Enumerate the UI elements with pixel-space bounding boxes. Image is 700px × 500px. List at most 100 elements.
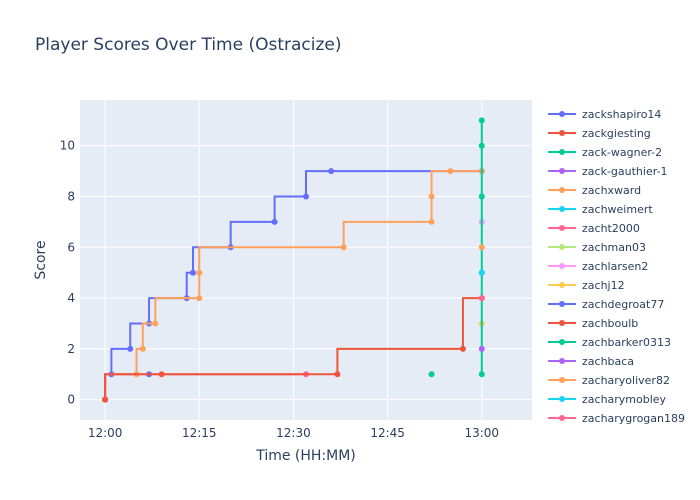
legend-item[interactable]: zackshapiro14 [548, 108, 661, 121]
legend-item[interactable]: zacht2000 [548, 222, 640, 235]
legend-label: zachdegroat77 [582, 298, 664, 311]
series-zack-wagner-2 [428, 371, 435, 378]
legend-item[interactable]: zachweimert [548, 203, 653, 216]
legend-item[interactable]: zacharyoliver82 [548, 374, 670, 387]
series-zachbarker0313 [478, 117, 485, 378]
data-point [447, 168, 454, 175]
data-point [478, 345, 485, 352]
legend-label: zacharymobley [582, 393, 667, 406]
legend-label: zackshapiro14 [582, 108, 661, 121]
data-point [478, 269, 485, 276]
data-point [478, 142, 485, 149]
legend-item[interactable]: zackgiesting [548, 127, 651, 140]
legend-label: zacharygrogan189 [582, 412, 685, 425]
plot-area [80, 100, 532, 420]
series-line [104, 297, 482, 400]
series-zacharyoliver82 [478, 244, 485, 251]
legend-label: zachj12 [582, 279, 625, 292]
data-point [190, 269, 196, 276]
series-zacharygrogan189 [478, 295, 485, 302]
legend-label: zachxward [582, 184, 641, 197]
data-point [334, 371, 341, 378]
data-point [328, 168, 335, 175]
legend-label: zachlarsen2 [582, 260, 648, 273]
data-point [428, 371, 435, 378]
legend-label: zacht2000 [582, 222, 640, 235]
legend: zackshapiro14 zackgiesting zack-wagner-2 za… [548, 108, 685, 425]
y-tick-label: 6 [67, 240, 75, 254]
y-tick-labels: 0 2 4 6 8 10 [60, 139, 75, 407]
legend-marker [559, 301, 565, 307]
legend-marker [559, 244, 565, 250]
legend-marker [559, 377, 565, 383]
legend-label: zack-wagner-2 [582, 146, 662, 159]
series-zacharymobley [478, 269, 485, 276]
legend-item[interactable]: zachxward [548, 184, 641, 197]
x-axis-title: Time (HH:MM) [255, 448, 356, 464]
legend-marker [559, 358, 565, 364]
data-point [428, 218, 435, 225]
data-point [340, 244, 347, 251]
legend-marker [559, 168, 565, 174]
series-line [104, 170, 482, 400]
data-point [196, 269, 203, 276]
series-zackshapiro14 [102, 168, 485, 403]
legend-marker [559, 263, 565, 269]
x-tick-label: 12:45 [370, 426, 405, 440]
data-point [478, 295, 485, 302]
legend-marker [559, 149, 565, 155]
legend-marker [559, 415, 565, 421]
data-point [196, 295, 203, 302]
legend-label: zachman03 [582, 241, 646, 254]
legend-label: zachbaca [582, 355, 634, 368]
x-tick-label: 12:15 [182, 426, 217, 440]
legend-marker [559, 396, 565, 402]
chart-title: Player Scores Over Time (Ostracize) [35, 35, 342, 55]
y-tick-label: 2 [67, 342, 75, 356]
data-point [102, 396, 109, 403]
legend-item[interactable]: zack-wagner-2 [548, 146, 662, 159]
legend-marker [559, 206, 565, 212]
legend-item[interactable]: zachboulb [548, 317, 638, 330]
data-point [303, 193, 309, 200]
data-point [459, 345, 466, 352]
legend-marker [559, 225, 565, 231]
data-point [478, 244, 485, 251]
legend-item[interactable]: zack-gauthier-1 [548, 165, 668, 178]
legend-item[interactable]: zachdegroat77 [548, 298, 664, 311]
legend-marker [559, 111, 565, 117]
legend-label: zacharyoliver82 [582, 374, 670, 387]
legend-marker [559, 339, 565, 345]
legend-item[interactable]: zacharygrogan189 [548, 412, 685, 425]
legend-label: zackgiesting [582, 127, 651, 140]
legend-item[interactable]: zachbaca [548, 355, 634, 368]
x-tick-label: 12:30 [276, 426, 311, 440]
data-point [428, 193, 435, 200]
legend-item[interactable]: zacharymobley [548, 393, 667, 406]
data-point [139, 345, 146, 352]
y-tick-label: 4 [67, 291, 75, 305]
legend-marker [559, 130, 565, 136]
legend-marker [559, 187, 565, 193]
series-line [104, 170, 482, 400]
legend-marker [559, 282, 565, 288]
legend-label: zachbarker0313 [582, 336, 671, 349]
x-tick-label: 13:00 [464, 426, 499, 440]
series-zachxward [102, 168, 485, 403]
x-tick-labels: 12:00 12:15 12:30 12:45 13:00 [88, 426, 499, 440]
legend-item[interactable]: zachbarker0313 [548, 336, 671, 349]
y-tick-label: 0 [67, 393, 75, 407]
legend-item[interactable]: zachlarsen2 [548, 260, 648, 273]
data-point [478, 193, 485, 200]
legend-label: zachweimert [582, 203, 653, 216]
data-point [478, 117, 485, 124]
legend-marker [559, 320, 565, 326]
legend-item[interactable]: zachj12 [548, 279, 625, 292]
legend-label: zachboulb [582, 317, 638, 330]
y-tick-label: 8 [67, 190, 75, 204]
legend-item[interactable]: zachman03 [548, 241, 646, 254]
data-point [152, 320, 159, 327]
series-zachboulb [102, 295, 485, 403]
series-layer [102, 117, 485, 403]
